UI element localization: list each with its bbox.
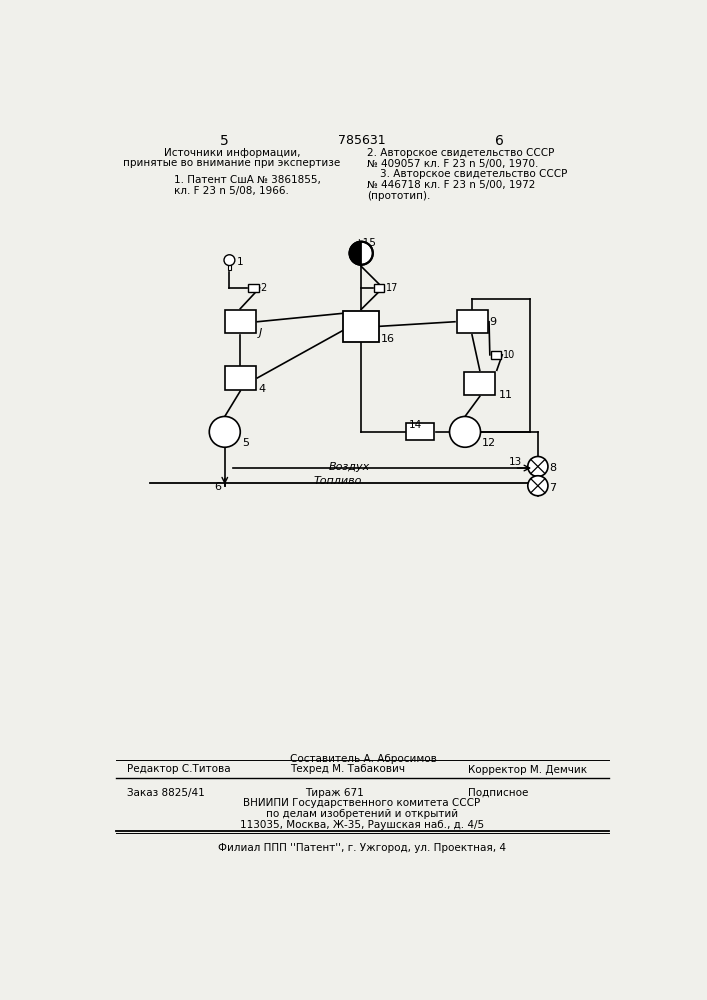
Text: Топливо: Топливо <box>313 476 361 486</box>
Text: 17: 17 <box>386 283 398 293</box>
Text: +15: +15 <box>355 238 377 248</box>
Text: 8: 8 <box>549 463 556 473</box>
Text: (прототип).: (прототип). <box>368 191 431 201</box>
Bar <box>491 351 501 359</box>
Text: 1: 1 <box>236 257 243 267</box>
Bar <box>457 310 488 333</box>
Text: 1. Патент СшА № 3861855,: 1. Патент СшА № 3861855, <box>174 175 320 185</box>
Circle shape <box>528 476 548 496</box>
Text: Тираж 671: Тираж 671 <box>305 788 364 798</box>
Bar <box>228 255 231 270</box>
Bar <box>406 423 434 440</box>
Text: № 446718 кл. F 23 n 5/00, 1972: № 446718 кл. F 23 n 5/00, 1972 <box>368 180 536 190</box>
Text: Воздух: Воздух <box>329 462 370 472</box>
Text: по делам изобретений и открытий: по делам изобретений и открытий <box>266 809 458 819</box>
Text: 5: 5 <box>220 134 228 148</box>
Text: Источники информации,: Источники информации, <box>163 148 300 158</box>
Text: 7: 7 <box>549 483 556 493</box>
Text: 2: 2 <box>260 283 267 293</box>
Bar <box>344 311 379 342</box>
Text: 14: 14 <box>409 420 423 430</box>
Text: 785631: 785631 <box>338 134 386 147</box>
Text: принятые во внимание при экспертизе: принятые во внимание при экспертизе <box>123 158 340 168</box>
Text: кл. F 23 n 5/08, 1966.: кл. F 23 n 5/08, 1966. <box>174 186 288 196</box>
Text: 6: 6 <box>495 134 503 148</box>
Bar <box>225 310 256 333</box>
Text: J: J <box>259 328 262 338</box>
Circle shape <box>450 416 481 447</box>
Text: Техред М. Табакович: Техред М. Табакович <box>290 764 405 774</box>
Text: 10: 10 <box>503 350 515 360</box>
Text: 13: 13 <box>508 457 522 467</box>
Text: № 409057 кл. F 23 n 5/00, 1970.: № 409057 кл. F 23 n 5/00, 1970. <box>368 158 539 168</box>
Bar <box>225 366 256 389</box>
Circle shape <box>209 416 240 447</box>
Bar <box>373 284 385 292</box>
Text: Заказ 8825/41: Заказ 8825/41 <box>127 788 205 798</box>
Circle shape <box>349 242 373 265</box>
Text: 3. Авторское свидетельство СССР: 3. Авторское свидетельство СССР <box>368 169 568 179</box>
Text: Корректор М. Демчик: Корректор М. Демчик <box>468 764 588 775</box>
Text: Подписное: Подписное <box>468 788 529 798</box>
Circle shape <box>224 255 235 266</box>
Text: 11: 11 <box>498 389 513 399</box>
Text: ВНИИПИ Государственного комитета СССР: ВНИИПИ Государственного комитета СССР <box>243 798 481 808</box>
Text: 9: 9 <box>489 317 496 327</box>
Circle shape <box>528 456 548 477</box>
Text: Редактор С.Титова: Редактор С.Титова <box>127 764 230 774</box>
Polygon shape <box>349 242 361 265</box>
Text: 2. Авторское свидетельство СССР: 2. Авторское свидетельство СССР <box>368 148 555 158</box>
Text: 5: 5 <box>242 438 249 448</box>
Bar <box>464 372 495 395</box>
Text: 4: 4 <box>259 384 266 394</box>
Text: 16: 16 <box>380 334 395 344</box>
Text: 113035, Москва, Ж-35, Раушская наб., д. 4/5: 113035, Москва, Ж-35, Раушская наб., д. … <box>240 820 484 830</box>
Text: 6: 6 <box>214 482 221 492</box>
Text: Филиал ППП ''Патент'', г. Ужгород, ул. Проектная, 4: Филиал ППП ''Патент'', г. Ужгород, ул. П… <box>218 843 506 853</box>
Text: 12: 12 <box>482 438 496 448</box>
Text: Составитель А. Абросимов: Составитель А. Абросимов <box>290 754 437 764</box>
Bar <box>248 284 259 292</box>
